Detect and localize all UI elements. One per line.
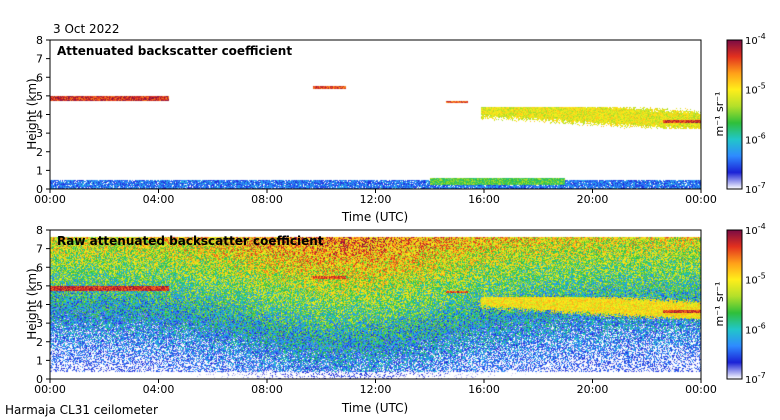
y-tick-label: 2	[36, 146, 43, 159]
colorbar-tick-label: 10-5	[745, 82, 766, 97]
y-tick-label: 8	[36, 224, 43, 237]
y-tick-label: 0	[36, 183, 43, 196]
colorbar-tick-label: 10-4	[745, 32, 766, 47]
colorbar	[726, 229, 743, 380]
x-axis-label: Time (UTC)	[341, 401, 408, 415]
x-tick-label: 16:00	[468, 383, 500, 396]
x-tick-label: 04:00	[143, 383, 175, 396]
colorbar-attenuated: 10-7 10-6 10-5 10-4 m⁻¹ sr⁻¹	[713, 32, 766, 196]
panel-attenuated: Attenuated backscatter coefficient 0 1 2 3 4…	[25, 32, 766, 224]
x-tick-label: 00:00	[34, 193, 66, 206]
colorbar-tick-label: 10-7	[745, 181, 766, 196]
colorbar-tick-label: 10-4	[745, 222, 766, 237]
x-tick-label: 12:00	[360, 383, 392, 396]
date-label: 3 Oct 2022	[53, 22, 120, 36]
y-tick-label: 2	[36, 336, 43, 349]
y-tick-label: 3	[36, 317, 43, 330]
colorbar-tick-label: 10-7	[745, 371, 766, 386]
x-tick-label: 08:00	[251, 193, 283, 206]
x-tick-label: 04:00	[143, 193, 175, 206]
y-tick-label: 7	[36, 243, 43, 256]
y-tick-label: 7	[36, 53, 43, 66]
colorbar-tick-label: 10-6	[745, 131, 766, 146]
panel-raw: Raw attenuated backscatter coefficient 0…	[25, 222, 766, 415]
colorbar-raw: 10-7 10-6 10-5 10-4 m⁻¹ sr⁻¹	[713, 222, 766, 386]
y-axis: 0 1 2 3 4 5 6 7 8	[36, 224, 50, 386]
y-tick-label: 0	[36, 373, 43, 386]
panel-title: Raw attenuated backscatter coefficient	[57, 234, 324, 248]
colorbar	[726, 39, 743, 190]
x-tick-label: 08:00	[251, 383, 283, 396]
y-tick-label: 5	[36, 280, 43, 293]
x-tick-label: 16:00	[468, 193, 500, 206]
x-axis-label: Time (UTC)	[341, 210, 408, 224]
y-tick-label: 1	[36, 354, 43, 367]
y-tick-label: 5	[36, 90, 43, 103]
colorbar-tick-label: 10-6	[745, 321, 766, 336]
x-axis: 00:00 04:00 08:00 12:00 16:00 20:00 00:00	[34, 189, 717, 206]
footer-label: Harmaja CL31 ceilometer	[5, 403, 158, 417]
colorbar-tick-label: 10-5	[745, 272, 766, 287]
x-tick-label: 12:00	[360, 193, 392, 206]
y-tick-label: 1	[36, 164, 43, 177]
y-axis: 0 1 2 3 4 5 6 7 8	[36, 34, 50, 196]
y-tick-label: 6	[36, 261, 43, 274]
y-axis-label: Height (km)	[25, 78, 39, 149]
heatmap-attenuated	[50, 40, 701, 189]
y-tick-label: 4	[36, 109, 43, 122]
y-tick-label: 8	[36, 34, 43, 47]
heatmap-raw	[50, 230, 701, 379]
x-tick-label: 20:00	[577, 193, 609, 206]
x-tick-label: 00:00	[34, 383, 66, 396]
colorbar-unit: m⁻¹ sr⁻¹	[713, 92, 726, 137]
y-tick-label: 6	[36, 71, 43, 84]
colorbar-unit: m⁻¹ sr⁻¹	[713, 282, 726, 327]
panel-title: Attenuated backscatter coefficient	[57, 44, 292, 58]
x-axis: 00:00 04:00 08:00 12:00 16:00 20:00 00:00	[34, 379, 717, 396]
x-tick-label: 20:00	[577, 383, 609, 396]
y-tick-label: 3	[36, 127, 43, 140]
x-tick-label: 00:00	[685, 383, 717, 396]
x-tick-label: 00:00	[685, 193, 717, 206]
y-axis-label: Height (km)	[25, 268, 39, 339]
y-tick-label: 4	[36, 299, 43, 312]
